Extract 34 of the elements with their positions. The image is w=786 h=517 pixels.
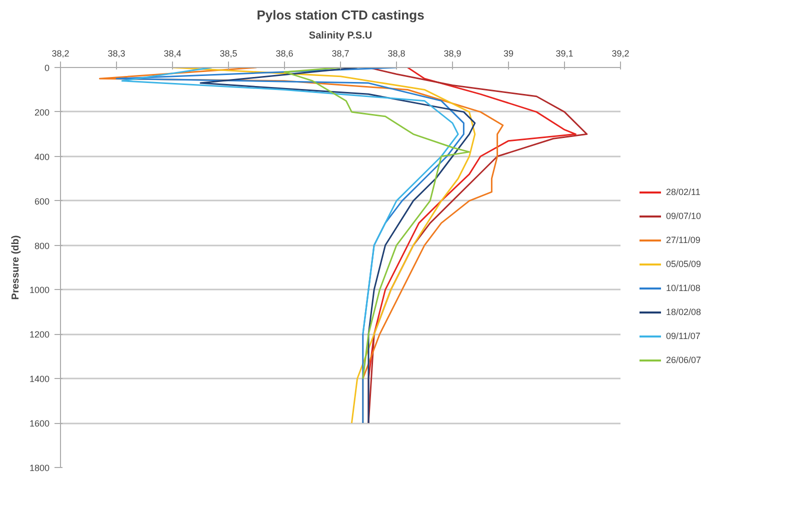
y-axis-title: Pressure (db) [10, 235, 22, 300]
line-series [284, 68, 470, 380]
x-tick-label: 38,9 [444, 48, 462, 58]
y-tick-label: 0 [44, 63, 50, 73]
x-tick-label: 38,3 [108, 48, 126, 58]
legend-label: 28/02/11 [666, 187, 700, 197]
legend-label: 05/05/09 [666, 259, 702, 269]
x-tick-label: 38,2 [52, 48, 70, 58]
legend-label: 18/02/08 [666, 307, 702, 317]
legend-label: 09/11/07 [666, 331, 700, 341]
x-tick-label: 39,2 [612, 48, 630, 58]
x-tick-label: 38,8 [388, 48, 406, 58]
line-series [121, 68, 459, 335]
y-tick-label: 200 [34, 107, 50, 118]
x-tick-label: 39,1 [556, 48, 574, 58]
x-tick-label: 39 [503, 48, 514, 58]
y-tick-label: 400 [34, 152, 50, 162]
y-tick-label: 1800 [29, 463, 50, 473]
legend-label: 26/06/07 [666, 355, 702, 365]
x-tick-label: 38,4 [164, 48, 182, 58]
x-tick-label: 38,5 [220, 48, 238, 58]
legend-label: 27/11/09 [666, 235, 700, 245]
x-axis-title: Salinity P.S.U [308, 30, 372, 42]
y-tick-label: 1000 [29, 285, 50, 296]
legend-label: 09/07/10 [666, 211, 702, 221]
y-tick-label: 600 [34, 196, 50, 206]
y-tick-label: 800 [34, 240, 50, 251]
y-tick-label: 1600 [29, 418, 50, 429]
y-tick-label: 1200 [29, 330, 50, 340]
x-tick-label: 38,6 [276, 48, 294, 58]
chart-title: Pylos station CTD castings [256, 8, 424, 22]
legend-label: 10/11/08 [666, 283, 700, 293]
y-tick-label: 1400 [29, 374, 50, 384]
x-tick-label: 38,7 [332, 48, 350, 58]
